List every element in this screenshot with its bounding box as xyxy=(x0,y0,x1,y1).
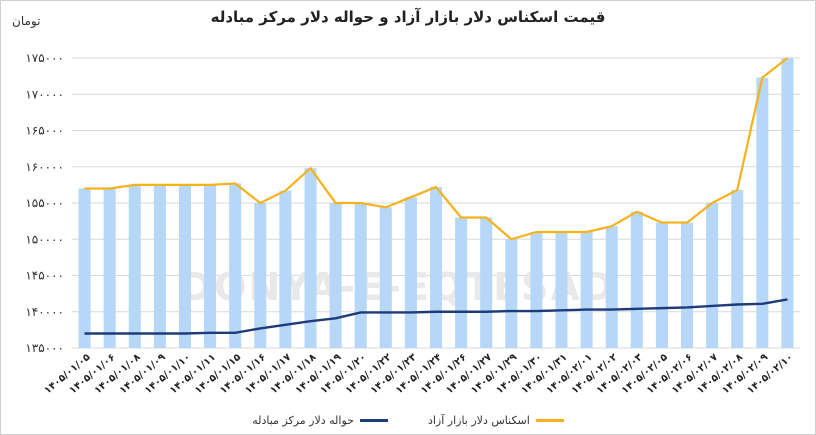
bar xyxy=(103,188,116,348)
bar xyxy=(605,226,618,348)
bar xyxy=(480,217,493,348)
y-tick-label: ۱۶۵۰۰۰ xyxy=(25,124,64,138)
bar xyxy=(279,190,292,348)
bar xyxy=(78,188,91,348)
legend-label-free-market: اسکناس دلار بازار آزاد xyxy=(427,414,530,427)
y-tick-label: ۱۷۰۰۰۰ xyxy=(25,87,64,101)
bar xyxy=(153,184,166,348)
y-tick-label: ۱۶۰۰۰۰ xyxy=(25,160,64,174)
bar xyxy=(128,184,141,348)
y-tick-label: ۱۴۰۰۰۰ xyxy=(25,305,64,319)
bar xyxy=(204,184,217,348)
bar xyxy=(178,184,191,348)
bar xyxy=(630,211,643,348)
bar xyxy=(555,232,568,348)
bar xyxy=(781,58,794,348)
bar xyxy=(354,203,367,348)
line-free-market xyxy=(84,57,789,241)
bar xyxy=(329,203,342,348)
y-tick-label: ۱۴۵۰۰۰ xyxy=(25,269,64,283)
watermark-text: DONYA-E-EQTESAD xyxy=(181,265,616,309)
legend: اسکناس دلار بازار آزاد حواله دلار مرکز م… xyxy=(0,414,816,427)
legend-label-exchange-center: حواله دلار مرکز مبادله xyxy=(252,414,354,427)
y-tick-label: ۱۵۵۰۰۰ xyxy=(25,196,64,210)
y-tick-label: ۱۳۵۰۰۰ xyxy=(25,341,64,355)
y-axis-ticks: ۱۳۵۰۰۰ ۱۴۰۰۰۰ ۱۴۵۰۰۰ ۱۵۰۰۰۰ ۱۵۵۰۰۰ ۱۶۰۰۰۰ ۱۶۵۰… xyxy=(25,51,64,355)
x-axis-ticks: ۱۴۰۵/۰۱/۰۵۱۴۰۵/۰۱/۰۶۱۴۰۵/۰۱/۰۸۱۴۰۵/۰۱/۰۹… xyxy=(42,352,795,397)
bar xyxy=(655,222,668,348)
bar xyxy=(681,222,694,348)
y-tick-label: ۱۵۰۰۰۰ xyxy=(25,232,64,246)
bar xyxy=(379,207,392,348)
bar xyxy=(505,239,518,348)
line-exchange-center xyxy=(84,298,788,335)
bar xyxy=(254,203,267,348)
legend-swatch-exchange-center xyxy=(359,419,388,422)
bar xyxy=(404,197,417,348)
legend-swatch-free-market xyxy=(535,419,564,422)
legend-item-free-market: اسکناس دلار بازار آزاد xyxy=(428,414,564,427)
y-tick-label: ۱۷۵۰۰۰ xyxy=(25,51,64,65)
bar xyxy=(429,187,443,348)
bar xyxy=(580,232,593,348)
bar xyxy=(530,232,543,348)
legend-item-exchange-center: حواله دلار مرکز مبادله xyxy=(252,414,388,427)
bar xyxy=(731,189,744,348)
y-axis-unit-label: تومان xyxy=(12,14,41,28)
bar xyxy=(455,217,468,348)
bar xyxy=(229,183,242,348)
lines-group xyxy=(84,57,789,335)
bar xyxy=(756,77,769,348)
bar xyxy=(706,203,719,348)
chart-title: قیمت اسکناس دلار بازار آزاد و حواله دلار… xyxy=(210,8,606,26)
bar xyxy=(304,168,317,348)
